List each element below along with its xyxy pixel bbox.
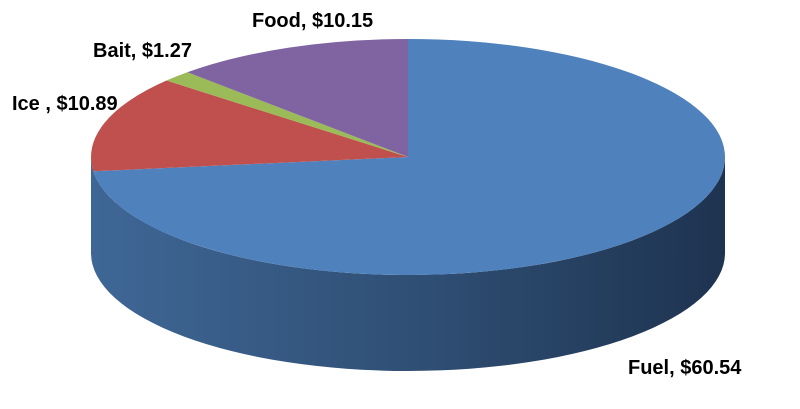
data-label-bait: Bait, $1.27 bbox=[93, 40, 192, 62]
data-label-ice: Ice , $10.89 bbox=[12, 93, 118, 115]
data-label-fuel: Fuel, $60.54 bbox=[628, 357, 742, 379]
data-label-food: Food, $10.15 bbox=[252, 10, 373, 32]
pie-slice-bait bbox=[166, 72, 408, 157]
pie-slice-fuel bbox=[93, 39, 726, 275]
pie-side-wall bbox=[91, 157, 725, 371]
pie-slice-ice bbox=[91, 80, 408, 172]
pie-slice-food bbox=[187, 39, 408, 157]
